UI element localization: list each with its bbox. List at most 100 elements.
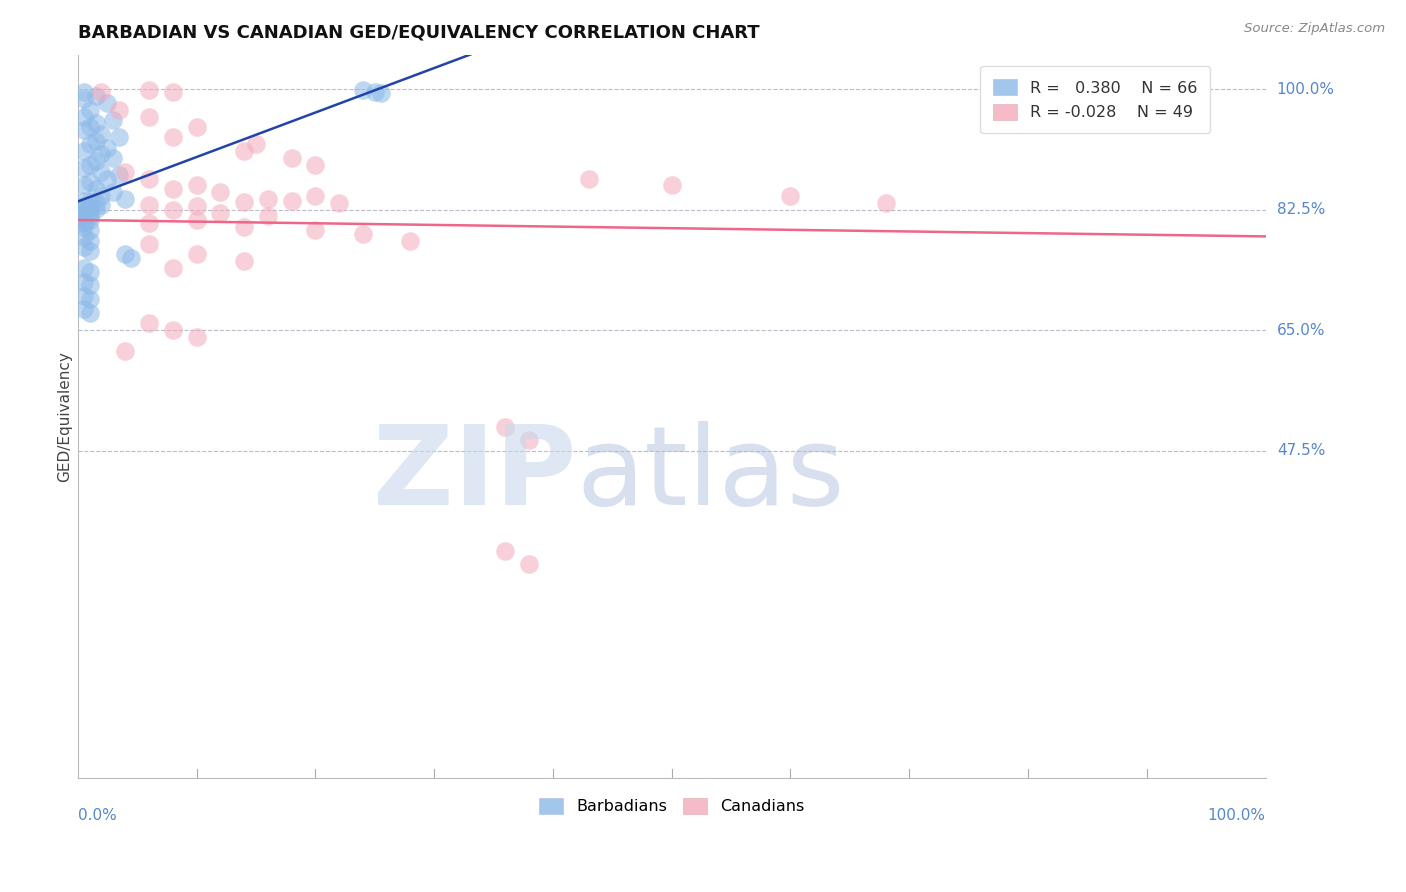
Point	[73, 199, 96, 213]
Point	[84, 154, 107, 169]
Text: 65.0%: 65.0%	[1277, 323, 1326, 338]
Point	[79, 175, 101, 189]
Point	[328, 196, 350, 211]
Point	[79, 194, 101, 209]
Point	[256, 210, 278, 224]
Point	[73, 178, 96, 193]
Y-axis label: GED/Equivalency: GED/Equivalency	[58, 351, 72, 482]
Point	[73, 210, 96, 224]
Point	[114, 192, 136, 206]
Point	[186, 213, 208, 227]
Point	[79, 244, 101, 258]
Point	[233, 144, 256, 158]
Point	[84, 182, 107, 196]
Point	[84, 202, 107, 216]
Point	[73, 216, 96, 230]
Point	[108, 168, 131, 182]
Point	[517, 558, 540, 572]
Point	[280, 194, 302, 208]
Point	[578, 171, 600, 186]
Point	[352, 227, 374, 241]
Point	[162, 261, 184, 276]
Point	[256, 192, 278, 206]
Point	[138, 216, 160, 230]
Point	[399, 234, 422, 248]
Point	[517, 434, 540, 448]
Point	[245, 137, 267, 152]
Point	[661, 178, 683, 193]
Point	[79, 278, 101, 293]
Point	[79, 204, 101, 219]
Point	[108, 130, 131, 145]
Point	[103, 151, 125, 165]
Point	[90, 147, 112, 161]
Point	[162, 202, 184, 217]
Point	[186, 199, 208, 213]
Point	[79, 264, 101, 278]
Point	[114, 164, 136, 178]
Text: 47.5%: 47.5%	[1277, 443, 1324, 458]
Point	[73, 86, 96, 100]
Point	[304, 158, 326, 172]
Point	[233, 194, 256, 209]
Point	[108, 103, 131, 117]
Point	[875, 195, 897, 210]
Point	[73, 302, 96, 317]
Point	[90, 127, 112, 141]
Point	[209, 186, 232, 200]
Point	[73, 211, 96, 226]
Point	[79, 158, 101, 172]
Point	[138, 171, 160, 186]
Point	[370, 86, 392, 100]
Point	[90, 86, 112, 100]
Point	[73, 214, 96, 228]
Text: 100.0%: 100.0%	[1208, 808, 1265, 823]
Point	[120, 251, 142, 265]
Text: 82.5%: 82.5%	[1277, 202, 1324, 217]
Legend: Barbadians, Canadians: Barbadians, Canadians	[533, 791, 810, 821]
Text: atlas: atlas	[576, 421, 845, 528]
Text: Source: ZipAtlas.com: Source: ZipAtlas.com	[1244, 22, 1385, 36]
Point	[73, 207, 96, 221]
Point	[138, 83, 160, 97]
Point	[73, 275, 96, 289]
Point	[138, 110, 160, 124]
Point	[233, 219, 256, 234]
Point	[73, 110, 96, 124]
Point	[73, 161, 96, 176]
Point	[73, 219, 96, 234]
Point	[73, 194, 96, 208]
Point	[103, 186, 125, 200]
Point	[96, 95, 118, 110]
Point	[96, 171, 118, 186]
Point	[209, 206, 232, 220]
Point	[79, 120, 101, 134]
Point	[138, 316, 160, 330]
Point	[73, 240, 96, 254]
Text: 0.0%: 0.0%	[77, 808, 117, 823]
Point	[162, 182, 184, 196]
Point	[494, 543, 516, 558]
Point	[79, 201, 101, 215]
Point	[114, 247, 136, 261]
Point	[73, 144, 96, 158]
Point	[79, 223, 101, 237]
Point	[138, 198, 160, 212]
Text: ZIP: ZIP	[373, 421, 576, 528]
Point	[79, 292, 101, 306]
Point	[494, 419, 516, 434]
Point	[103, 113, 125, 128]
Text: BARBADIAN VS CANADIAN GED/EQUIVALENCY CORRELATION CHART: BARBADIAN VS CANADIAN GED/EQUIVALENCY CO…	[77, 24, 759, 42]
Point	[114, 343, 136, 358]
Point	[233, 254, 256, 268]
Point	[304, 223, 326, 237]
Point	[352, 83, 374, 97]
Point	[96, 140, 118, 154]
Point	[186, 120, 208, 134]
Point	[90, 164, 112, 178]
Point	[79, 213, 101, 227]
Point	[162, 130, 184, 145]
Point	[186, 178, 208, 193]
Text: 100.0%: 100.0%	[1277, 81, 1334, 96]
Point	[162, 85, 184, 99]
